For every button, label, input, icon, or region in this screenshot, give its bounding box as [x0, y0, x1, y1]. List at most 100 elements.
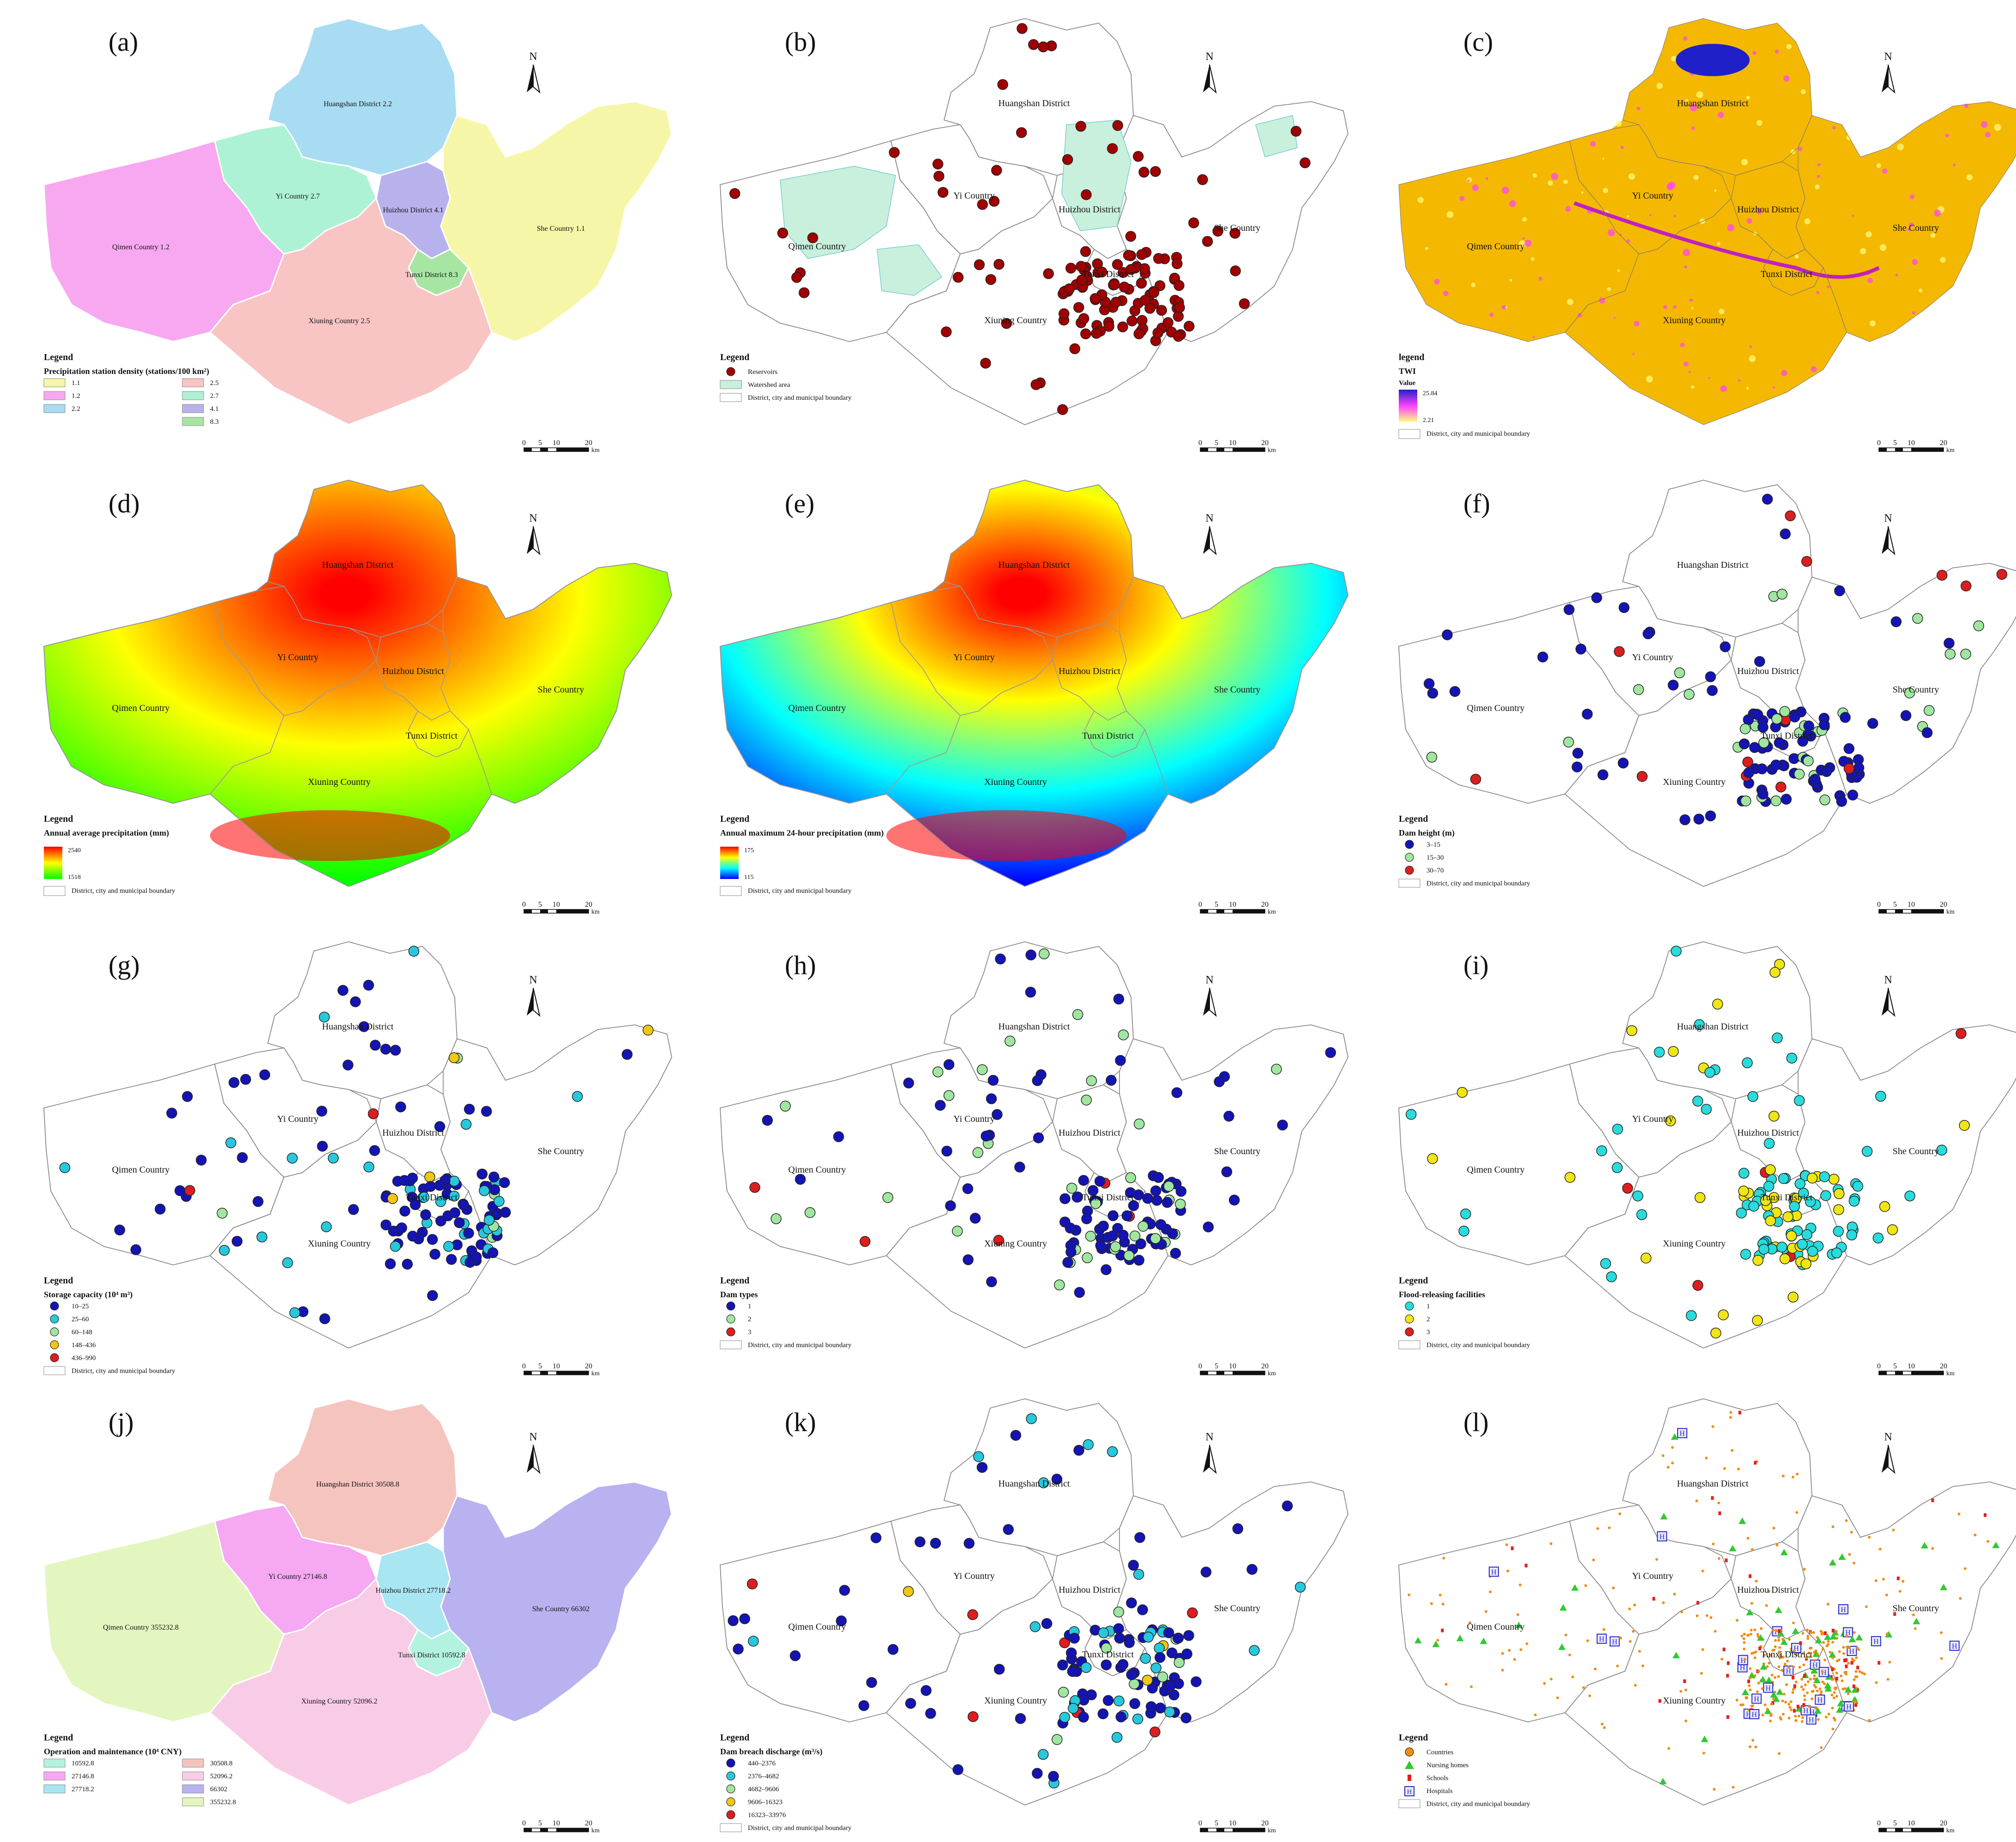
dam-point [1172, 1632, 1184, 1644]
school-icon [1843, 1658, 1846, 1662]
dam-point [985, 274, 997, 285]
country-dot [1831, 1656, 1835, 1660]
dam-point [1106, 1075, 1117, 1086]
scale-tick: 10 [553, 901, 560, 909]
country-dot [1732, 1786, 1735, 1789]
country-dot [1607, 1526, 1611, 1529]
region-label-yi: Yi Country [1632, 652, 1673, 662]
dam-point [476, 1168, 488, 1180]
country-dot [1841, 1679, 1844, 1682]
dam-point [1118, 1229, 1129, 1241]
north-label: N [1884, 51, 1892, 63]
dam-point [363, 980, 374, 991]
school-icon [1850, 1661, 1854, 1665]
dam-point [1290, 126, 1302, 137]
dam-point [1564, 604, 1575, 615]
school-icon [1893, 1612, 1896, 1616]
dam-point [1010, 1430, 1022, 1441]
svg-text:H: H [1612, 1638, 1618, 1646]
country-dot [1768, 1661, 1771, 1665]
nursing-home-icon [1920, 1542, 1928, 1549]
north-arrow-icon: N [527, 974, 541, 1017]
dam-point [791, 272, 802, 283]
dam-point [1154, 1643, 1165, 1654]
dam-point [483, 1215, 495, 1226]
nursing-home-icon [1913, 1618, 1920, 1625]
dam-point [1743, 767, 1754, 778]
dam-point [915, 1536, 926, 1547]
map-body: Huangshan District Yi Country Qimen Countr… [43, 479, 673, 887]
nursing-home-icon [1811, 1667, 1818, 1674]
country-dot [1820, 1746, 1823, 1749]
nursing-home-icon [1432, 1641, 1440, 1648]
dam-point [1090, 1198, 1101, 1209]
dam-point [1062, 154, 1073, 165]
region-label-yi: Yi Country [953, 652, 994, 662]
nursing-home-icon [1855, 1634, 1863, 1641]
dam-point [1836, 796, 1847, 807]
scale-tick: 0 [522, 1819, 526, 1827]
point-layer [1423, 494, 2008, 825]
legend: Legend Annual maximum 24-hour precipitati… [720, 814, 884, 896]
panel-label: (l) [1463, 1407, 1489, 1437]
region-label-xiuning: Xiuning Country 2.5 [309, 317, 370, 325]
dam-point [1890, 616, 1902, 627]
dam-point [1770, 795, 1781, 807]
nursing-home-icon [1672, 1652, 1680, 1659]
dam-point [488, 1171, 499, 1183]
scale-unit: km [1268, 1827, 1276, 1834]
country-dot [1667, 1466, 1670, 1469]
dam-point [1081, 1095, 1092, 1106]
country-dot [1444, 1683, 1448, 1686]
legend-swatch [43, 1758, 66, 1768]
region-label-yi: Yi Country [953, 1571, 994, 1581]
dam-point [980, 357, 991, 369]
country-dot [1832, 1716, 1835, 1720]
dam-point [463, 1228, 474, 1239]
country-dot [1811, 1697, 1814, 1700]
dam-point [1671, 945, 1682, 957]
country-dot [1641, 1664, 1644, 1667]
dam-point [1081, 189, 1092, 200]
region-label-yi: Yi Country [277, 1114, 318, 1124]
dam-point [780, 1101, 791, 1112]
dam-point [991, 165, 1002, 176]
legend-item-label: 4.1 [210, 405, 219, 413]
north-arrow-icon: N [1882, 974, 1896, 1017]
legend: Legend Storage capacity (10⁴ m³) 10–25 25–6… [43, 1276, 175, 1375]
dam-point [166, 1108, 177, 1119]
dam-point [1872, 1232, 1884, 1244]
country-dot [1754, 1746, 1757, 1749]
map-body: Huangshan District Yi Country Qimen Countr… [1398, 941, 2016, 1348]
dam-point [1786, 1230, 1797, 1241]
country-dot [1742, 1647, 1745, 1650]
dam-point [1032, 1075, 1043, 1086]
dam-point [1080, 1662, 1092, 1673]
country-dot [1845, 1673, 1848, 1676]
dam-point [1059, 308, 1070, 319]
dam-point [1769, 967, 1781, 978]
dam-point [882, 1192, 893, 1203]
north-label: N [529, 974, 537, 986]
dam-point [1654, 1047, 1665, 1058]
country-dot [1751, 1548, 1754, 1551]
nursing-home-icon [1765, 1676, 1773, 1683]
dam-point [259, 1069, 271, 1080]
dam-point [1188, 217, 1199, 229]
dam-point [1781, 794, 1792, 805]
dam-point [1904, 1190, 1915, 1202]
legend-item-label: 30–70 [1426, 867, 1444, 874]
country-dot [1822, 1641, 1825, 1644]
scale-tick: 20 [585, 1362, 592, 1370]
country-dot [1667, 1747, 1670, 1750]
country-dot [1770, 1673, 1774, 1677]
country-dot [1868, 1535, 1871, 1539]
region-label-huizhou: Huizhou District [1737, 1585, 1799, 1595]
dam-point [1139, 295, 1151, 306]
dam-point [799, 287, 810, 298]
dam-point [729, 188, 740, 199]
country-dot [1840, 1674, 1843, 1678]
dam-point [1763, 1180, 1775, 1192]
dam-point [1142, 1674, 1153, 1686]
